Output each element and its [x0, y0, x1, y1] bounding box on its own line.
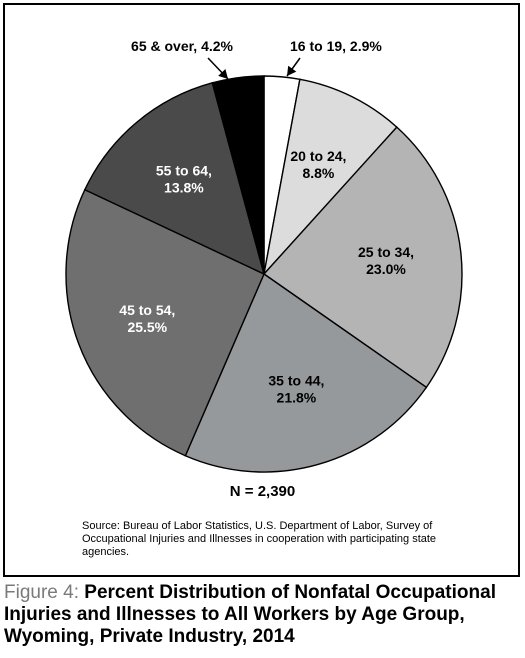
- slice-label-6: 55 to 64, 13.8%: [156, 162, 212, 195]
- slice-label-7: 65 & over, 4.2%: [131, 38, 234, 54]
- callout-arrowhead-1: [287, 65, 297, 76]
- slice-label-4: 35 to 44, 21.8%: [268, 372, 324, 405]
- slice-label-3: 25 to 34, 23.0%: [358, 244, 414, 277]
- figure-number: Figure 4:: [4, 582, 79, 603]
- sample-size-label: N = 2,390: [229, 483, 296, 500]
- callout-arrowhead-7: [218, 69, 228, 79]
- pie-labels: 16 to 19, 2.9% 20 to 24, 8.8% 25 to 34, 23.0…: [119, 38, 414, 405]
- pie-slice-6: [83, 81, 266, 276]
- pie-chart: 16 to 19, 2.9% 20 to 24, 8.8% 25 to 34, 23.0…: [65, 38, 463, 473]
- pie-slice-7: [211, 75, 265, 275]
- figure-title: Percent Distribution of Nonfatal Occupat…: [4, 582, 496, 647]
- pie-slice-5: [65, 188, 265, 457]
- pie-slice-2: [262, 78, 398, 277]
- pie-slices: [65, 75, 463, 473]
- pie-slice-3: [262, 126, 463, 389]
- figure-caption: Figure 4: Percent Distribution of Nonfat…: [4, 582, 522, 648]
- pie-slice-4: [184, 272, 428, 473]
- callout-arrows: [207, 57, 301, 80]
- slice-label-1: 16 to 19, 2.9%: [290, 38, 382, 54]
- source-note: Source: Bureau of Labor Statistics, U.S.…: [82, 520, 437, 558]
- slice-label-2: 20 to 24, 8.8%: [290, 148, 346, 181]
- slice-label-5: 45 to 54, 25.5%: [119, 302, 175, 335]
